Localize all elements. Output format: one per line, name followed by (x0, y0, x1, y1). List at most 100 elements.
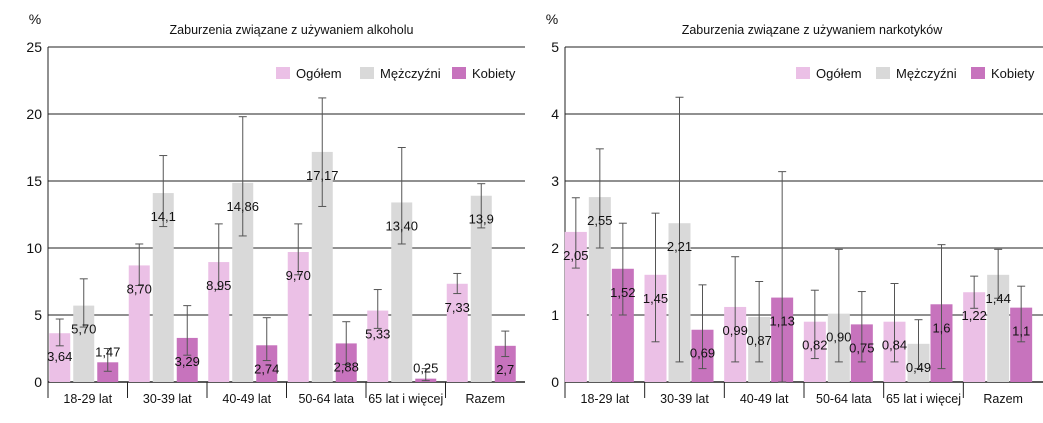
chart-alkohol: 0 5 10 15 20 25% Zaburzenia związane z używani… (26, 11, 525, 406)
legend-label: Kobiety (472, 66, 516, 81)
data-label: 5,33 (365, 327, 390, 342)
chart-narkotyki: 0 1 2 3 4 5% Zaburzenia związane z używaniem n… (546, 11, 1043, 406)
bar (49, 333, 71, 382)
x-tick-label: 40-49 lat (222, 392, 271, 406)
data-label: 13,40 (385, 218, 418, 233)
data-label: 0,69 (690, 346, 715, 361)
bar (588, 197, 611, 382)
x-tick-label: Razem (465, 392, 505, 406)
x-tick-label: 30-39 lat (143, 392, 192, 406)
data-label: 1,44 (986, 291, 1011, 306)
legend-swatch (971, 67, 985, 79)
data-label: 1,47 (95, 344, 120, 359)
y-tick-label: 20 (26, 106, 42, 122)
data-label: 3,29 (175, 354, 200, 369)
bar (256, 345, 278, 382)
bar (73, 305, 95, 382)
bar (232, 182, 254, 382)
legend-label: Ogółem (296, 66, 342, 81)
y-tick-label: 2 (551, 240, 559, 256)
data-label: 2,05 (563, 248, 588, 263)
y-tick-label: 5 (551, 39, 559, 55)
y-axis-unit: % (29, 11, 41, 27)
data-label: 0,49 (906, 360, 931, 375)
data-label: 8,95 (206, 278, 231, 293)
data-label: 8,70 (127, 281, 152, 296)
data-label: 0,90 (826, 330, 851, 345)
data-label: 2,7 (496, 362, 514, 377)
y-axis-unit: % (546, 11, 558, 27)
bar (287, 252, 309, 382)
y-tick-label: 3 (551, 173, 559, 189)
legend-label: Mężczyźni (896, 66, 957, 81)
data-label: 1,22 (962, 308, 987, 323)
legend-label: Mężczyźni (380, 66, 441, 81)
data-label: 2,21 (667, 239, 692, 254)
legend-label: Kobiety (991, 66, 1035, 81)
y-tick-label: 4 (551, 106, 559, 122)
data-label: 1,6 (932, 320, 950, 335)
data-label: 1,52 (610, 285, 635, 300)
chart-title: Zaburzenia związane z używaniem narkotyk… (682, 23, 944, 37)
y-tick-label: 0 (551, 374, 559, 390)
legend-swatch (360, 67, 374, 79)
bar (963, 292, 986, 382)
data-label: 14,86 (226, 199, 259, 214)
x-tick-label: 65 lat i więcej (886, 392, 961, 406)
data-label: 0,25 (413, 361, 438, 376)
bar (470, 195, 492, 382)
x-tick-label: 18-29 lat (63, 392, 112, 406)
data-label: 3,64 (47, 349, 72, 364)
data-label: 1,13 (770, 314, 795, 329)
bar (208, 262, 230, 382)
bar (367, 310, 389, 382)
y-tick-label: 25 (26, 39, 42, 55)
bar (494, 345, 516, 382)
y-tick-label: 10 (26, 240, 42, 256)
x-tick-label: 40-49 lat (740, 392, 789, 406)
legend-label: Ogółem (816, 66, 862, 81)
y-tick-label: 5 (34, 307, 42, 323)
legend-swatch (796, 67, 810, 79)
x-tick-label: Razem (983, 392, 1023, 406)
data-label: 0,99 (723, 323, 748, 338)
bar (987, 274, 1010, 382)
data-label: 1,1 (1012, 324, 1030, 339)
data-label: 13,9 (469, 212, 494, 227)
data-label: 0,75 (849, 340, 874, 355)
bar (564, 231, 587, 382)
x-tick-label: 30-39 lat (660, 392, 709, 406)
data-label: 0,82 (802, 338, 827, 353)
data-label: 14,1 (151, 209, 176, 224)
data-label: 2,55 (587, 213, 612, 228)
bar (176, 337, 198, 382)
data-label: 0,87 (747, 333, 772, 348)
y-tick-label: 1 (551, 307, 559, 323)
data-label: 5,70 (71, 322, 96, 337)
data-label: 2,88 (334, 359, 359, 374)
bar (446, 283, 468, 382)
x-tick-label: 50-64 lata (816, 392, 872, 406)
bar (391, 202, 413, 382)
data-label: 9,70 (286, 268, 311, 283)
legend-swatch (452, 67, 466, 79)
bar (128, 265, 150, 382)
data-label: 1,45 (643, 291, 668, 306)
data-label: 17,17 (306, 168, 339, 183)
data-label: 0,84 (882, 338, 907, 353)
y-tick-label: 0 (34, 374, 42, 390)
bar (152, 193, 174, 382)
x-tick-label: 50-64 lata (298, 392, 354, 406)
legend-swatch (276, 67, 290, 79)
bar (311, 151, 333, 382)
x-tick-label: 65 lat i więcej (368, 392, 443, 406)
y-tick-label: 15 (26, 173, 42, 189)
legend-swatch (876, 67, 890, 79)
bar (97, 362, 119, 382)
bar (611, 268, 634, 382)
chart-title: Zaburzenia związane z używaniem alkoholu (170, 23, 414, 37)
data-label: 7,33 (445, 300, 470, 315)
data-label: 2,74 (254, 361, 279, 376)
